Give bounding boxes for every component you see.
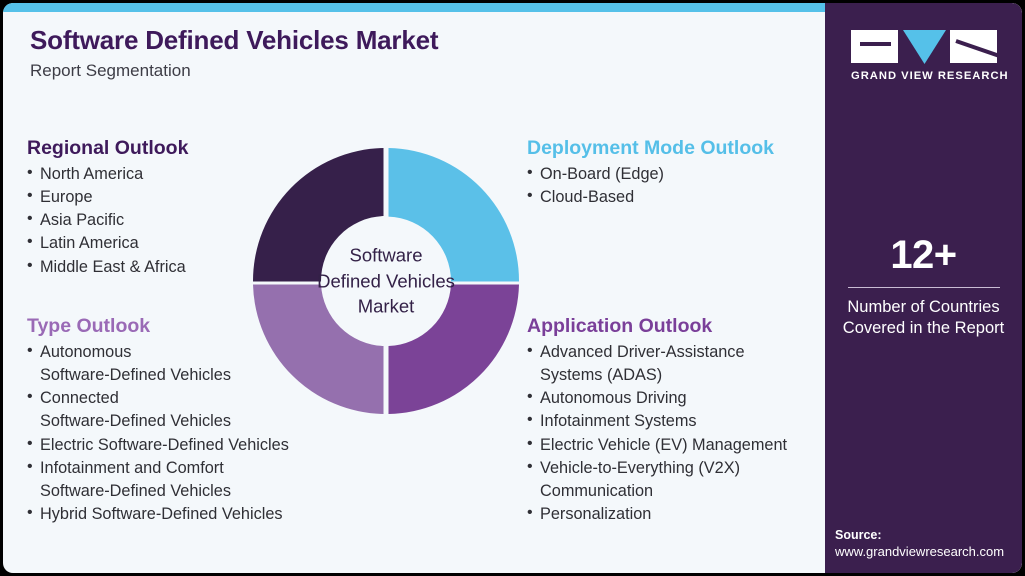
regional-outlook-list: North America Europe Asia Pacific Latin … [27,162,277,279]
list-item-line-2: Software-Defined Vehicles [40,412,231,431]
donut-segment-regional [252,148,384,282]
header: Software Defined Vehicles Market Report … [30,25,439,81]
source-title: Source: [835,528,882,542]
countries-stat-block: 12+ Number of Countries Covered in the R… [837,235,1010,338]
list-item: Vehicle-to-Everything (V2X) Communicatio… [527,456,827,503]
list-item-line: Infotainment and Comfort [40,458,224,477]
list-item: Autonomous Software-Defined Vehicles [27,340,327,387]
stat-label-line-2: Covered in the Report [842,318,1005,337]
donut-segment-application [388,284,519,414]
list-item: Electric Vehicle (EV) Management [527,433,827,457]
list-item: Middle East & Africa [27,255,277,279]
source-block: Source: www.grandviewresearch.com [835,528,1020,559]
list-item-line-2: Software-Defined Vehicles [40,481,231,500]
logo-g-icon [851,30,898,63]
type-outlook-block: Type Outlook Autonomous Software-Defined… [27,315,327,526]
type-outlook-heading: Type Outlook [27,315,151,337]
page-title: Software Defined Vehicles Market [30,25,439,55]
list-item: Connected Software-Defined Vehicles [27,386,327,433]
list-item: Advanced Driver-Assistance Systems (ADAS… [527,340,827,387]
list-item-line: Autonomous Driving [540,389,687,408]
list-item: North America [27,162,277,186]
list-item-line: Vehicle-to-Everything (V2X) [540,458,740,477]
stat-divider [847,287,1000,288]
list-item: Infotainment Systems [527,409,827,433]
list-item-line: North America [40,165,144,183]
list-item: Europe [27,185,277,209]
list-item-line: Electric Software-Defined Vehicles [40,435,289,454]
logo-v-triangle-icon [902,30,946,64]
regional-outlook-block: Regional Outlook North America Europe As… [27,137,277,279]
list-item-line-2: Communication [540,481,654,500]
right-info-panel: GRAND VIEW RESEARCH 12+ Number of Countr… [825,3,1022,573]
list-item-line: Europe [40,188,93,207]
list-item-line: Connected [40,389,119,408]
grand-view-research-logo: GRAND VIEW RESEARCH [851,30,1009,82]
type-outlook-list: Autonomous Software-Defined Vehicles Con… [27,340,327,526]
application-outlook-block: Application Outlook Advanced Driver-Assi… [527,315,827,526]
deployment-mode-outlook-list: On-Board (Edge) Cloud-Based [527,162,817,209]
list-item-line: Cloud-Based [540,188,635,207]
top-accent-bar [3,3,825,12]
stat-value: 12+ [890,233,957,277]
list-item-line: Asia Pacific [40,211,125,230]
list-item-line: Personalization [540,504,652,523]
stat-label-line-1: Number of Countries [847,298,1000,316]
source-url[interactable]: www.grandviewresearch.com [835,544,1005,559]
page-subtitle: Report Segmentation [30,61,191,80]
list-item: Electric Software-Defined Vehicles [27,433,327,457]
deployment-mode-outlook-heading: Deployment Mode Outlook [527,137,775,159]
list-item: Autonomous Driving [527,386,827,410]
logo-marks [851,30,997,64]
infographic-card: Software Defined Vehicles Market Report … [3,3,1022,573]
list-item-line: Infotainment Systems [540,412,697,431]
logo-r-icon [950,30,997,63]
list-item: Personalization [527,502,827,526]
list-item: On-Board (Edge) [527,162,817,186]
application-outlook-list: Advanced Driver-Assistance Systems (ADAS… [527,340,827,526]
list-item-line: Autonomous [40,343,132,361]
list-item-line: Advanced Driver-Assistance [540,343,745,361]
list-item: Asia Pacific [27,208,277,232]
list-item: Cloud-Based [527,185,817,209]
deployment-mode-outlook-block: Deployment Mode Outlook On-Board (Edge) … [527,137,817,209]
list-item-line: Hybrid Software-Defined Vehicles [40,504,283,523]
list-item-line-2: Systems (ADAS) [540,366,663,385]
list-item-line: Electric Vehicle (EV) Management [540,435,788,454]
list-item-line-2: Software-Defined Vehicles [40,366,231,385]
list-item-line: Latin America [40,234,139,253]
logo-wordmark: GRAND VIEW RESEARCH [851,70,1009,82]
list-item: Infotainment and Comfort Software-Define… [27,456,327,503]
regional-outlook-heading: Regional Outlook [27,137,189,159]
list-item: Latin America [27,231,277,255]
application-outlook-heading: Application Outlook [527,315,713,337]
donut-segment-deployment [388,148,520,282]
list-item: Hybrid Software-Defined Vehicles [27,502,327,526]
list-item-line: Middle East & Africa [40,257,186,276]
list-item-line: On-Board (Edge) [540,165,664,183]
